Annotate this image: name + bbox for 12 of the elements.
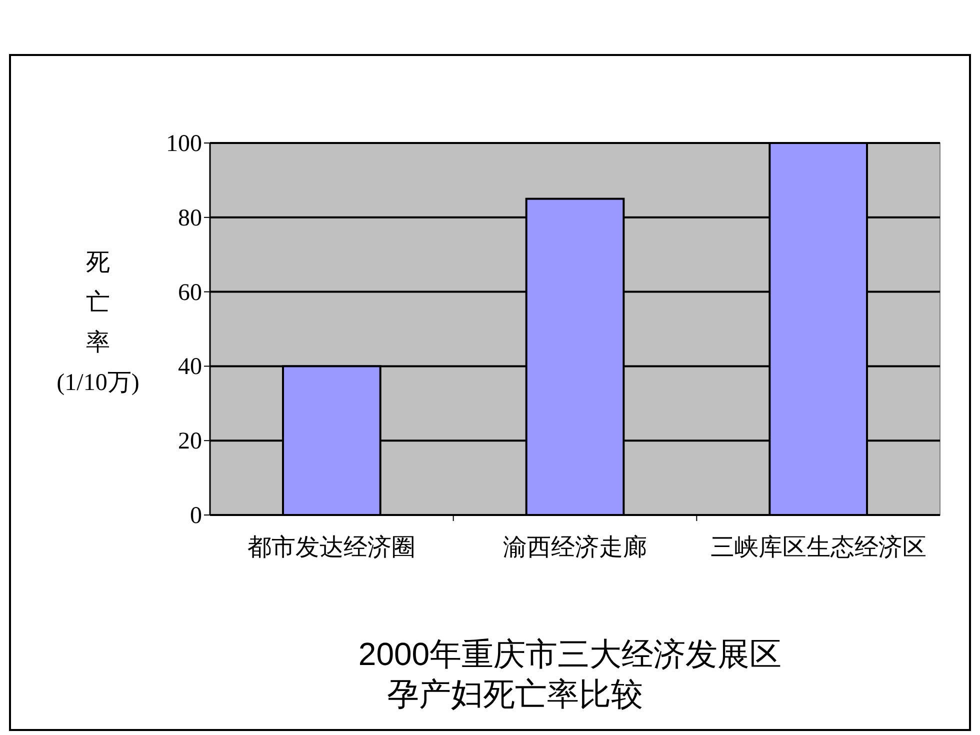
y-axis-title: 死亡率(1/10万) — [56, 250, 140, 396]
y-tick-label: 80 — [178, 205, 202, 232]
y-tick-label: 100 — [166, 131, 202, 157]
text: 2000年重庆市三大经济发展区 — [358, 636, 782, 672]
text: 孕产妇死亡率比较 — [387, 676, 643, 712]
x-tick-label: 三峡库区生态经济区 — [710, 534, 926, 561]
y-tick-label: 40 — [178, 354, 202, 380]
x-tick-label: 都市发达经济圈 — [248, 534, 416, 561]
x-tick-label: 渝西经济走廊 — [503, 534, 647, 561]
y-tick-label: 60 — [178, 280, 202, 306]
y-tick-label: 20 — [178, 428, 202, 455]
y-tick-label: 0 — [190, 503, 202, 529]
